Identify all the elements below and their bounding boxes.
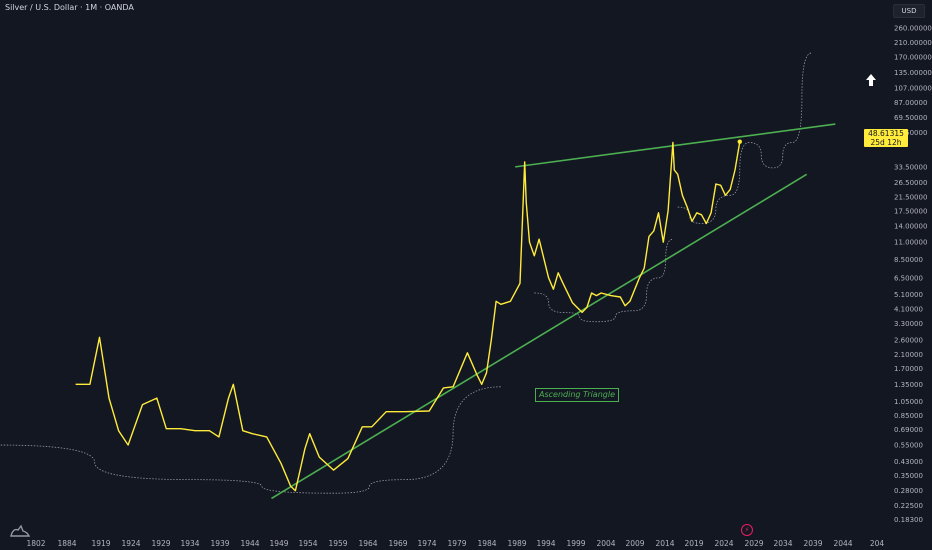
y-tick-label: 55.50000 bbox=[894, 129, 927, 137]
y-tick-label: 0.28000 bbox=[894, 487, 923, 495]
current-price-label: 48.61315 bbox=[868, 129, 904, 138]
projection-curve bbox=[677, 52, 812, 224]
y-tick-label: 4.10000 bbox=[894, 306, 923, 314]
x-tick-label: 1884 bbox=[57, 539, 76, 548]
trendline[interactable] bbox=[515, 123, 836, 168]
y-tick-label: 2.10000 bbox=[894, 351, 923, 359]
projection-curve bbox=[534, 238, 673, 323]
y-tick-label: 107.00000 bbox=[894, 85, 932, 93]
trendlines bbox=[271, 123, 836, 500]
y-tick-label: 3.30000 bbox=[894, 320, 923, 328]
price-line bbox=[75, 141, 741, 492]
y-tick-label: 0.43000 bbox=[894, 458, 923, 466]
x-tick-label: 1964 bbox=[358, 539, 377, 548]
x-tick-label: 1969 bbox=[388, 539, 407, 548]
y-tick-label: 0.55000 bbox=[894, 442, 923, 450]
x-tick-label: 1999 bbox=[566, 539, 585, 548]
y-tick-label: 14.00000 bbox=[894, 222, 927, 230]
y-tick-label: 33.50000 bbox=[894, 163, 927, 171]
y-tick-label: 2.60000 bbox=[894, 336, 923, 344]
bar-countdown-label: 25d 12h bbox=[870, 138, 902, 147]
up-arrow-icon bbox=[866, 74, 876, 86]
y-tick-label: 8.50000 bbox=[894, 256, 923, 264]
x-tick-label: 1984 bbox=[477, 539, 496, 548]
x-tick-label: 1994 bbox=[536, 539, 555, 548]
y-tick-label: 1.35000 bbox=[894, 381, 923, 389]
currency-selector-button[interactable]: USD bbox=[893, 4, 925, 18]
y-tick-label: 210.00000 bbox=[894, 39, 932, 47]
current-price-badge: 48.61315 25d 12h bbox=[864, 129, 908, 147]
x-tick-label: 1944 bbox=[240, 539, 259, 548]
y-tick-label: 260.00000 bbox=[894, 25, 932, 33]
x-tick-label: 1929 bbox=[151, 539, 170, 548]
x-tick-label: 1924 bbox=[121, 539, 140, 548]
y-tick-label: 69.50000 bbox=[894, 114, 927, 122]
x-tick-label: 1989 bbox=[507, 539, 526, 548]
x-tick-label: 2024 bbox=[714, 539, 733, 548]
x-tick-label: 2039 bbox=[803, 539, 822, 548]
ascending-triangle-label: Ascending Triangle bbox=[535, 388, 619, 402]
tradingview-logo-icon[interactable] bbox=[9, 522, 31, 540]
y-tick-label: 0.69000 bbox=[894, 426, 923, 434]
x-tick-label: 1949 bbox=[269, 539, 288, 548]
projection-curve bbox=[0, 386, 501, 494]
price-series bbox=[75, 139, 742, 492]
y-tick-label: 5.10000 bbox=[894, 291, 923, 299]
x-tick-label: 2019 bbox=[684, 539, 703, 548]
y-axis: 260.00000 210.00000 170.00000 135.00000 107.… bbox=[894, 25, 932, 524]
y-tick-label: 135.00000 bbox=[894, 69, 932, 77]
y-tick-label: 0.35000 bbox=[894, 472, 923, 480]
y-tick-label: 11.00000 bbox=[894, 239, 927, 247]
x-tick-label: 2034 bbox=[773, 539, 792, 548]
y-tick-label: 0.18300 bbox=[894, 516, 923, 524]
x-tick-label: 1959 bbox=[328, 539, 347, 548]
x-tick-label: 1919 bbox=[91, 539, 110, 548]
y-tick-label: 0.22500 bbox=[894, 502, 923, 510]
y-tick-label: 0.85000 bbox=[894, 412, 923, 420]
x-tick-label: 2029 bbox=[744, 539, 763, 548]
x-tick-label: 2044 bbox=[833, 539, 852, 548]
y-tick-label: 1.05000 bbox=[894, 398, 923, 406]
x-tick-label: 204 bbox=[870, 539, 885, 548]
y-tick-label: 17.50000 bbox=[894, 207, 927, 215]
last-price-marker bbox=[737, 139, 742, 144]
y-tick-label: 26.50000 bbox=[894, 179, 927, 187]
x-tick-label: 2009 bbox=[625, 539, 644, 548]
trendline[interactable] bbox=[271, 173, 808, 500]
x-tick-label: 1802 bbox=[26, 539, 45, 548]
y-tick-label: 6.50000 bbox=[894, 274, 923, 282]
y-tick-label: 1.70000 bbox=[894, 365, 923, 373]
x-tick-label: 1934 bbox=[180, 539, 199, 548]
y-tick-label: 87.00000 bbox=[894, 99, 927, 107]
x-tick-label: 1974 bbox=[417, 539, 436, 548]
x-axis: 1802 1884 1919 1924 1929 1934 1939 1944 1949 1954… bbox=[26, 539, 884, 548]
lightning-icon[interactable]: ⚡ bbox=[741, 524, 753, 536]
x-tick-label: 1939 bbox=[210, 539, 229, 548]
y-tick-label: 21.50000 bbox=[894, 193, 927, 201]
chart-title: Silver / U.S. Dollar · 1M · OANDA bbox=[5, 3, 134, 12]
x-tick-label: 1979 bbox=[447, 539, 466, 548]
x-tick-label: 2014 bbox=[655, 539, 674, 548]
x-tick-label: 2004 bbox=[596, 539, 615, 548]
x-tick-label: 1954 bbox=[298, 539, 317, 548]
y-tick-label: 170.00000 bbox=[894, 53, 932, 61]
projection-curves bbox=[0, 52, 812, 494]
